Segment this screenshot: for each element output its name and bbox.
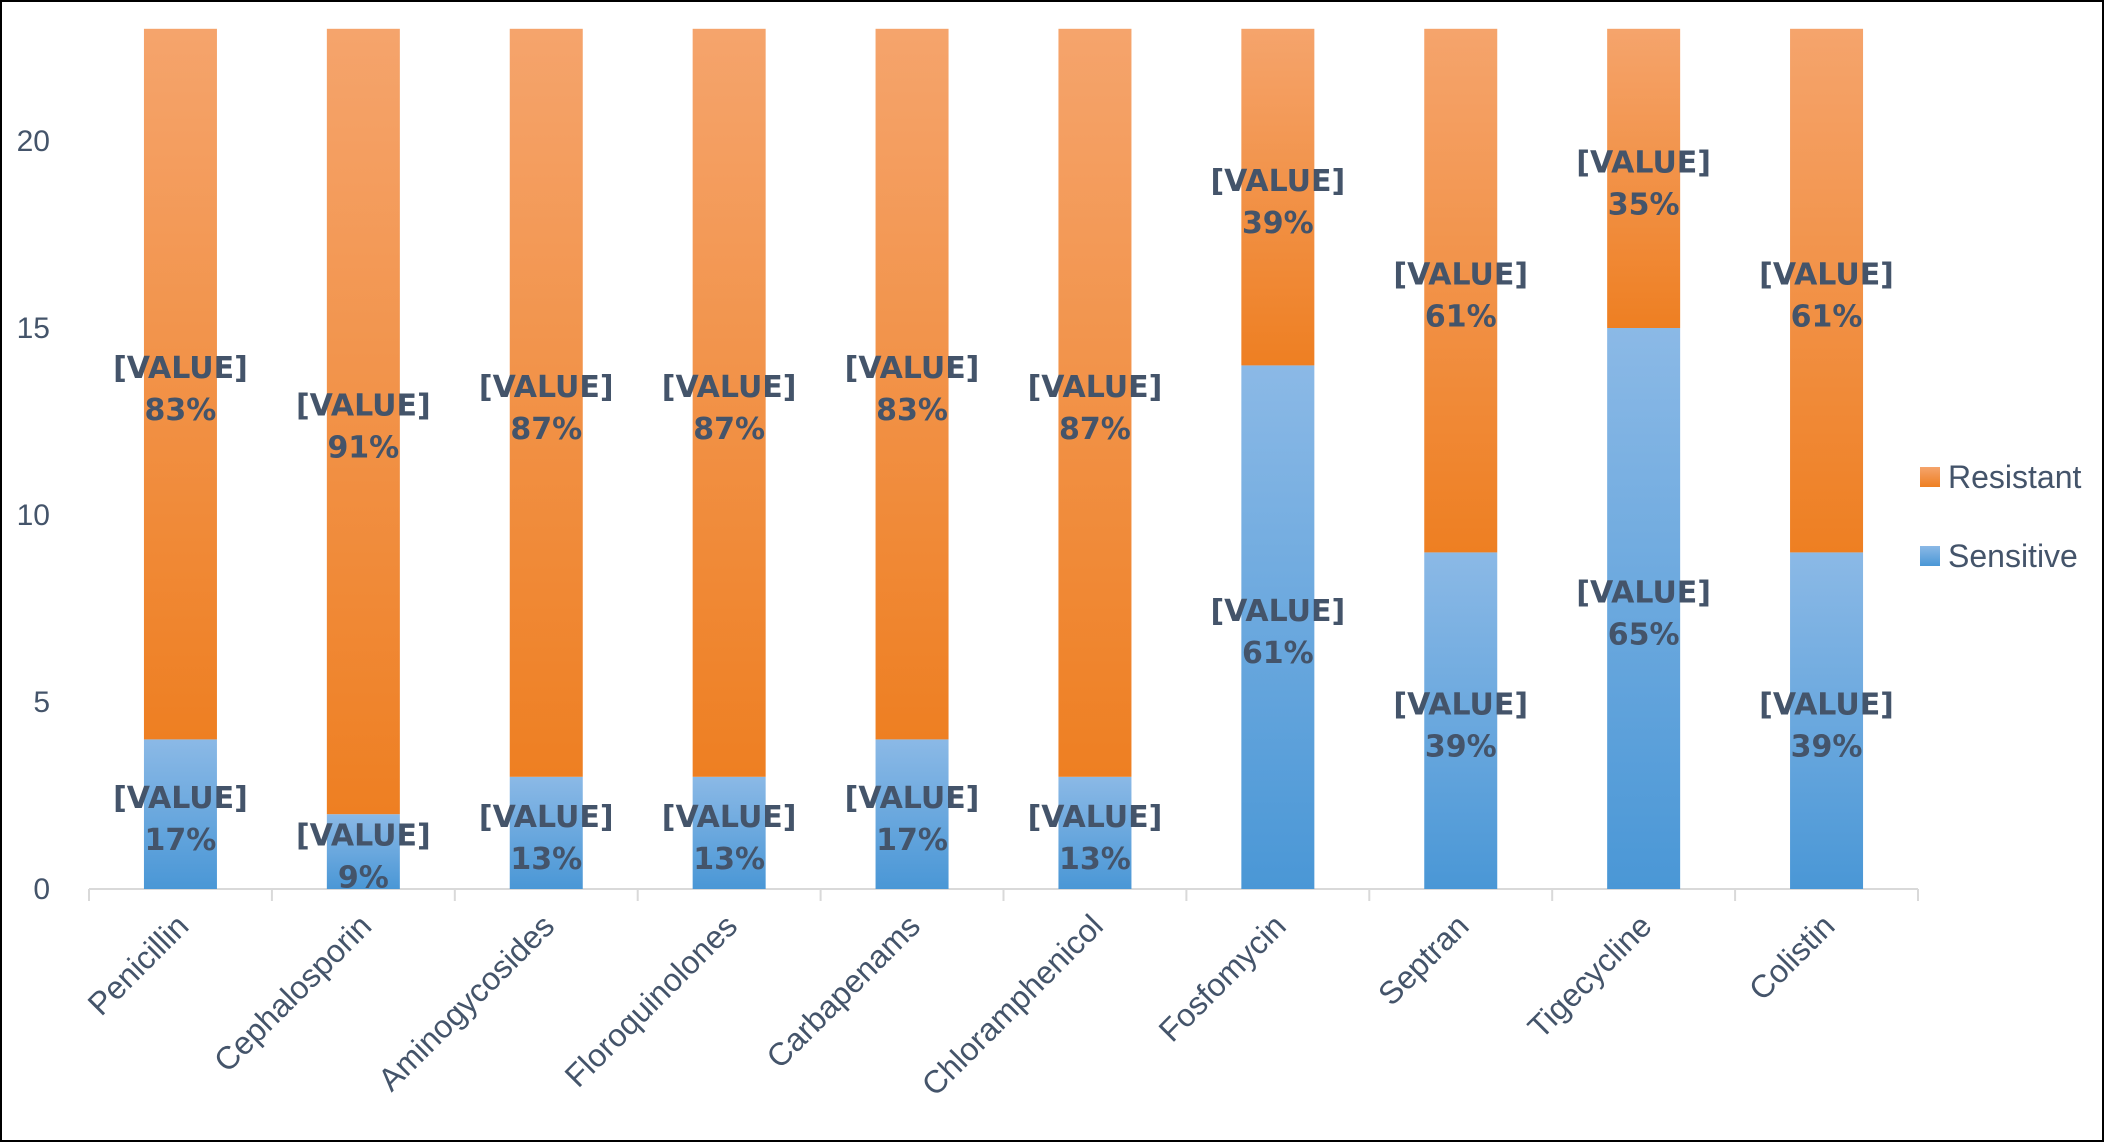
bar-resistant-carbapenams [875, 28, 949, 740]
data-label: [VALUE] [296, 819, 431, 854]
data-label: [VALUE] [1028, 370, 1163, 405]
x-tick-label: Cephalosporin [207, 907, 378, 1078]
bars [143, 28, 1864, 889]
x-tick-label: Carbapenams [759, 907, 927, 1075]
data-label: [VALUE] [1393, 258, 1528, 293]
data-label: [VALUE] [845, 351, 980, 386]
bar-resistant-chloramphenicol [1058, 28, 1132, 777]
x-tick-label: Fosfomycin [1152, 907, 1293, 1048]
data-label: 83% [876, 393, 948, 428]
data-label: 87% [1059, 412, 1131, 447]
x-tick-label: Penicillin [81, 907, 196, 1022]
bar-sensitive-fosfomycin [1241, 365, 1315, 889]
bar-sensitive-chloramphenicol [1058, 776, 1132, 889]
bar-resistant-colistin [1790, 28, 1864, 553]
legend-label-resistant: Resistant [1948, 459, 2082, 495]
bar-sensitive-colistin [1790, 552, 1864, 889]
data-label: [VALUE] [113, 351, 248, 386]
y-tick-label: 15 [17, 312, 50, 345]
data-label: 39% [1791, 730, 1863, 765]
bar-resistant-penicillin [143, 28, 217, 740]
y-tick-label: 0 [33, 873, 50, 906]
bar-sensitive-tigecycline [1607, 328, 1681, 889]
data-labels: [VALUE] 17% [VALUE] 83% [VALUE] 9% [VALUE] 91% [… [113, 145, 1894, 895]
data-label: 13% [510, 842, 582, 877]
data-label: [VALUE] [1210, 594, 1345, 629]
category-labels: Penicillin CephalosporinAminogycosidesFlo… [81, 907, 1842, 1102]
legend-swatch-sensitive [1920, 546, 1940, 566]
data-label: [VALUE] [662, 370, 797, 405]
y-tick-label: 10 [17, 499, 50, 532]
x-tick-label: Floroquinolones [558, 907, 744, 1093]
data-label: 65% [1608, 618, 1680, 653]
data-label: 17% [145, 823, 217, 858]
data-label: [VALUE] [1576, 145, 1711, 180]
data-label: 87% [510, 412, 582, 447]
data-label: [VALUE] [662, 800, 797, 835]
data-label: [VALUE] [845, 781, 980, 816]
data-label: 61% [1425, 300, 1497, 335]
data-label: [VALUE] [1576, 576, 1711, 611]
data-label: 39% [1425, 730, 1497, 765]
data-label: 61% [1242, 636, 1314, 671]
bar-sensitive-aminogycosides [509, 776, 583, 889]
data-label: 13% [1059, 842, 1131, 877]
data-label: [VALUE] [296, 389, 431, 424]
data-label: 9% [338, 861, 389, 896]
x-tick-label: Aminogycosides [371, 907, 561, 1097]
data-label: [VALUE] [1028, 800, 1163, 835]
data-label: [VALUE] [1393, 688, 1528, 723]
bar-resistant-septran [1424, 28, 1498, 553]
bar-sensitive-septran [1424, 552, 1498, 889]
bar-resistant-floroquinolones [692, 28, 766, 777]
data-label: [VALUE] [1759, 688, 1894, 723]
bar-sensitive-floroquinolones [692, 776, 766, 889]
x-tick-label: Tigecycline [1521, 907, 1659, 1045]
data-label: [VALUE] [479, 800, 614, 835]
x-tick-label: Chloramphenicol [915, 907, 1110, 1102]
bar-resistant-fosfomycin [1241, 28, 1315, 366]
data-label: 17% [876, 823, 948, 858]
legend-label-sensitive: Sensitive [1948, 538, 2078, 574]
bar-sensitive-cephalosporin [326, 814, 400, 889]
data-label: 87% [693, 412, 765, 447]
data-label: 83% [145, 393, 217, 428]
data-label: [VALUE] [479, 370, 614, 405]
legend: Resistant Sensitive [1920, 459, 2082, 574]
data-label: 61% [1791, 300, 1863, 335]
y-tick-label: 5 [33, 686, 50, 719]
x-tick-label: Septran [1371, 907, 1476, 1012]
bar-sensitive-penicillin [143, 739, 217, 889]
data-label: [VALUE] [113, 781, 248, 816]
y-tick-label: 20 [17, 125, 50, 158]
data-label: [VALUE] [1759, 258, 1894, 293]
bar-resistant-cephalosporin [326, 28, 400, 815]
bar-resistant-aminogycosides [509, 28, 583, 777]
data-label: 39% [1242, 206, 1314, 241]
data-label: [VALUE] [1210, 164, 1345, 199]
bar-sensitive-carbapenams [875, 739, 949, 889]
data-label: 13% [693, 842, 765, 877]
legend-swatch-resistant [1920, 467, 1940, 487]
x-tick-label: Colistin [1742, 907, 1842, 1007]
bar-resistant-tigecycline [1607, 28, 1681, 329]
data-label: 91% [327, 431, 399, 466]
data-label: 35% [1608, 187, 1680, 222]
